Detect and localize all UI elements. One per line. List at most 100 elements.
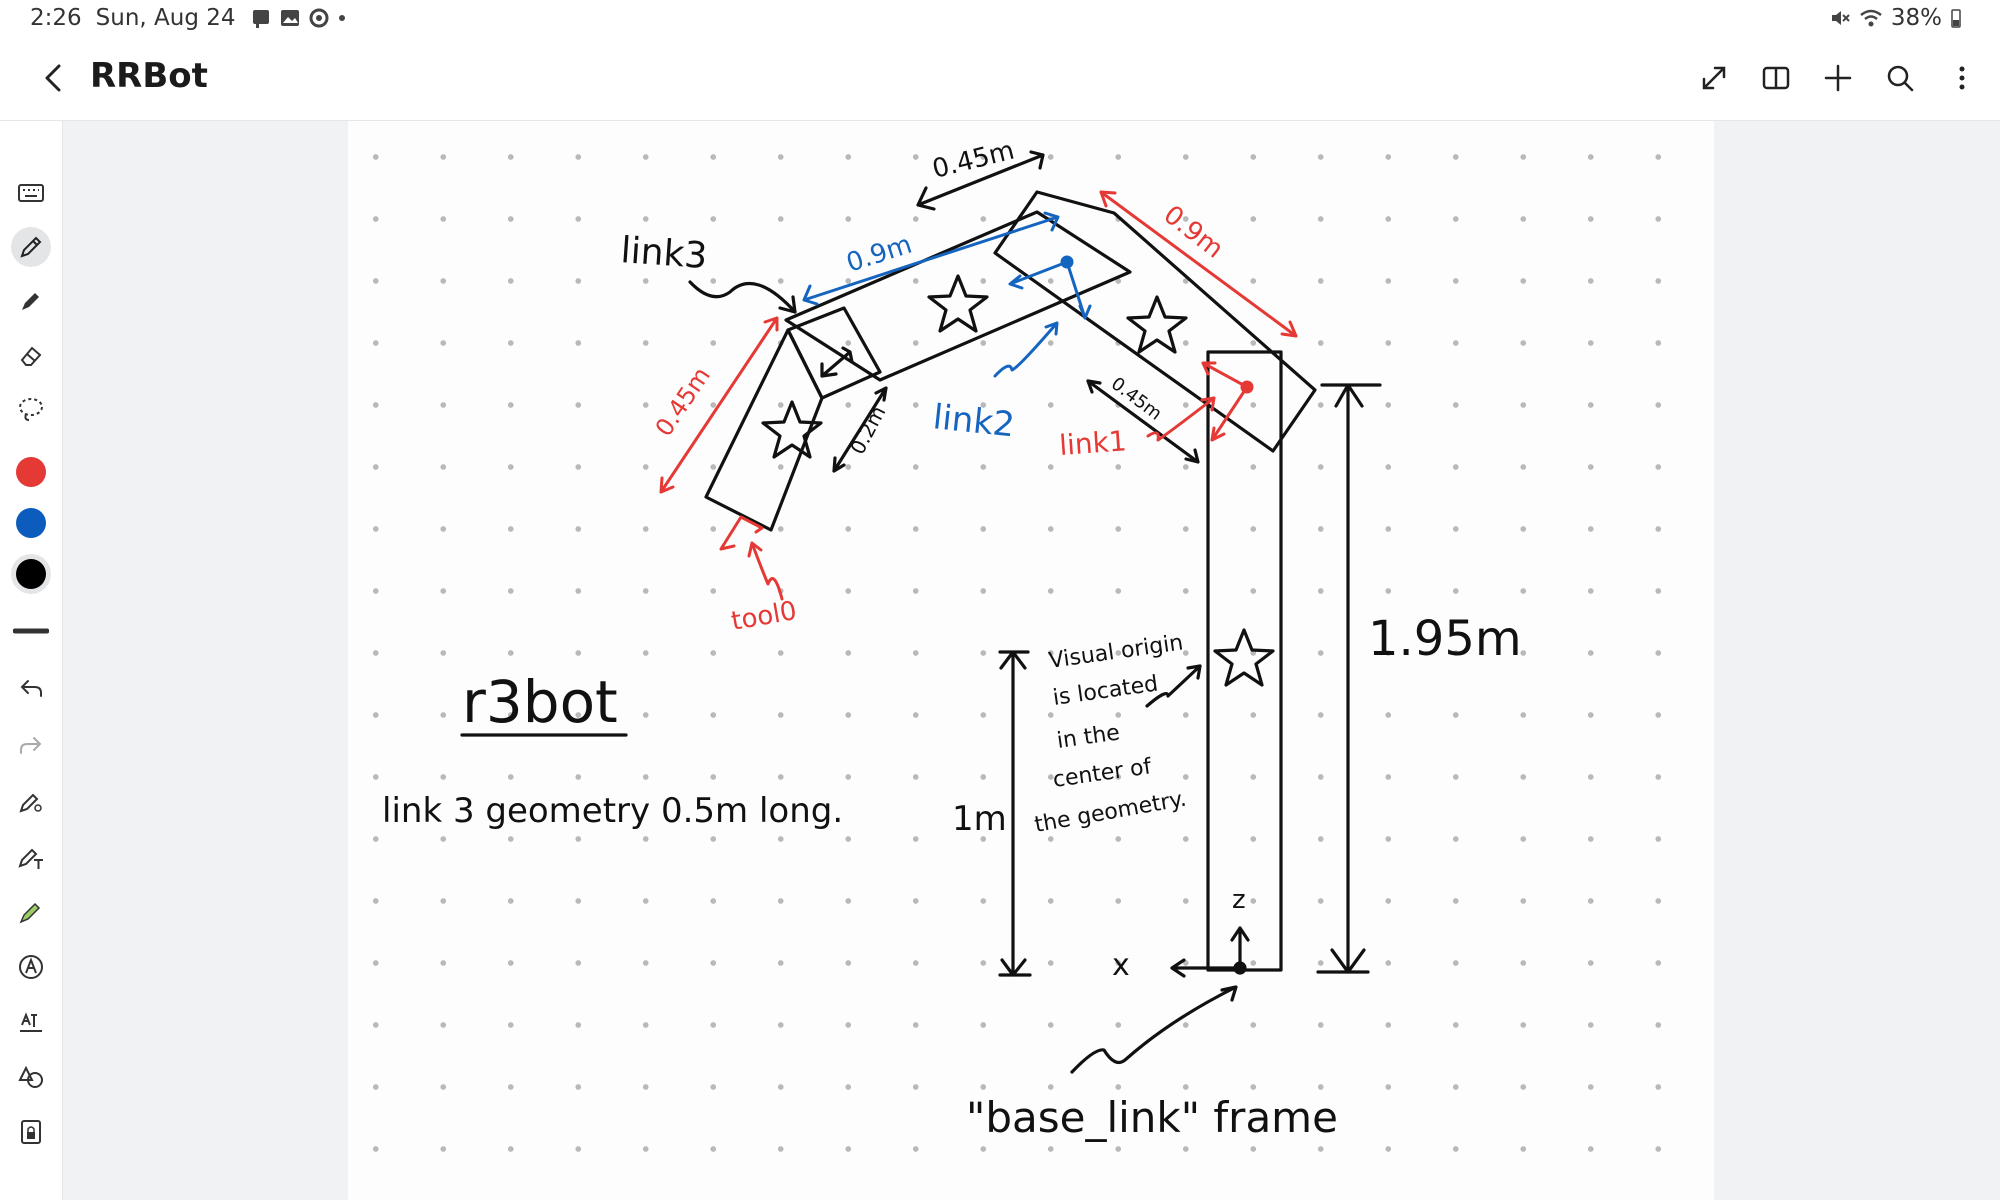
color-black-button[interactable] [11,554,51,594]
link3-pointer [688,280,797,314]
pen-tool-button[interactable] [11,227,51,267]
link2-label: link2 [931,397,1016,445]
search-icon [1887,65,1914,92]
visual-origin-line-2: is located [1051,671,1159,710]
text-recognition-icon [20,1012,42,1032]
tool0-label: tool0 [729,596,799,637]
axis-z-label: z [1232,885,1246,915]
dim-09-blue-line [802,211,1060,306]
visual-origin-line-5: the geometry. [1033,787,1189,838]
note-canvas[interactable] [348,121,1714,1200]
link3-joint-box [786,306,882,400]
star-link2 [927,274,989,333]
stroke-size-icon [13,628,49,634]
star-link3 [761,400,823,459]
battery-percent: 38% [1890,5,1942,31]
robot-name: r3bot [462,668,618,736]
sync-icon [309,8,329,28]
handwriting-button[interactable] [11,947,51,987]
redo-icon [20,737,42,754]
color-swatch-blue [16,508,46,538]
tool0-frame [719,515,764,551]
joint-arrow [820,346,854,378]
dim-09-red-line [1099,190,1298,338]
status-time: 2:26 [30,5,82,31]
highlighter-tool-button[interactable] [11,281,51,321]
more-button[interactable] [1940,56,1984,100]
undo-button[interactable] [11,668,51,708]
dim-045-small-line [1086,379,1200,464]
app-header: RRBot [0,38,2000,121]
chevron-left-icon [45,64,61,92]
frame-label: "base_link" frame [966,1093,1338,1142]
tool0-pointer [747,541,784,601]
search-button[interactable] [1878,56,1922,100]
stroke-size-button[interactable] [11,611,51,651]
undo-icon [20,680,42,697]
axis-x-label: x [1112,948,1130,983]
color-blue-button[interactable] [11,503,51,543]
page-lock-button[interactable] [11,1112,51,1152]
back-button[interactable] [34,58,74,98]
expand-button[interactable] [1692,56,1736,100]
dim-02-label: 0.2m [845,402,890,459]
shape-pen-button[interactable] [11,782,51,822]
visual-origin-line-4: center of [1051,754,1154,793]
status-date: Sun, Aug 24 [95,5,236,31]
link2-frame [1008,260,1092,320]
shape-pen-icon [19,793,42,813]
status-right: 38% [1829,5,1962,31]
dim-195-line [1316,383,1382,974]
lasso-tool-button[interactable] [11,389,51,429]
book-view-button[interactable] [1754,56,1798,100]
more-icon [1959,66,1965,90]
base-link-body [1206,350,1283,972]
link1-pointer [1146,396,1216,442]
page-lock-icon [21,1120,41,1144]
add-button[interactable] [1816,56,1860,100]
marker-button[interactable] [11,892,51,932]
battery-icon [1951,9,1961,28]
visual-origin-line-3: in the [1055,720,1121,754]
eraser-icon [20,346,42,366]
note-title: RRBot [90,56,208,96]
keyboard-button[interactable] [11,173,51,213]
redo-button[interactable] [11,725,51,765]
base-link-pointer [1070,985,1238,1074]
highlighter-icon [22,293,39,310]
link1-body [993,190,1317,453]
star-base [1213,628,1275,687]
keyboard-icon [18,184,44,202]
color-swatch-red [16,457,46,487]
link1-frame [1201,361,1249,442]
dim-045-top-label: 0.45m [929,136,1017,185]
star-link1 [1126,295,1188,354]
color-swatch-black [16,559,46,589]
wifi-icon [1860,9,1882,27]
add-icon [1824,64,1852,92]
expand-icon [1702,66,1726,90]
dim-1m-label: 1m [952,799,1007,839]
marker-icon [19,902,41,924]
dim-09-blue-label: 0.9m [843,230,916,279]
pen-icon [20,236,42,258]
dim-1m-line [998,650,1032,977]
book-view-icon [1762,66,1790,90]
notes-icon [252,10,269,28]
link2-pointer [993,321,1059,378]
text-recognition-button[interactable] [11,1002,51,1042]
base-origin-dot [1233,961,1247,975]
shapes-icon [18,1065,43,1088]
base-x-axis [1170,958,1242,978]
dim-195-label: 1.95m [1368,611,1522,667]
eraser-tool-button[interactable] [11,335,51,375]
text-pen-button[interactable] [11,837,51,877]
dim-045-left-line [659,316,779,494]
link1-frame-dot [1240,380,1254,394]
dim-045-top-line [916,150,1045,211]
header-actions [1692,56,1984,100]
color-red-button[interactable] [11,452,51,492]
shapes-button[interactable] [11,1057,51,1097]
link1-label: link1 [1058,424,1127,462]
dim-09-red-label: 0.9m [1158,200,1229,265]
